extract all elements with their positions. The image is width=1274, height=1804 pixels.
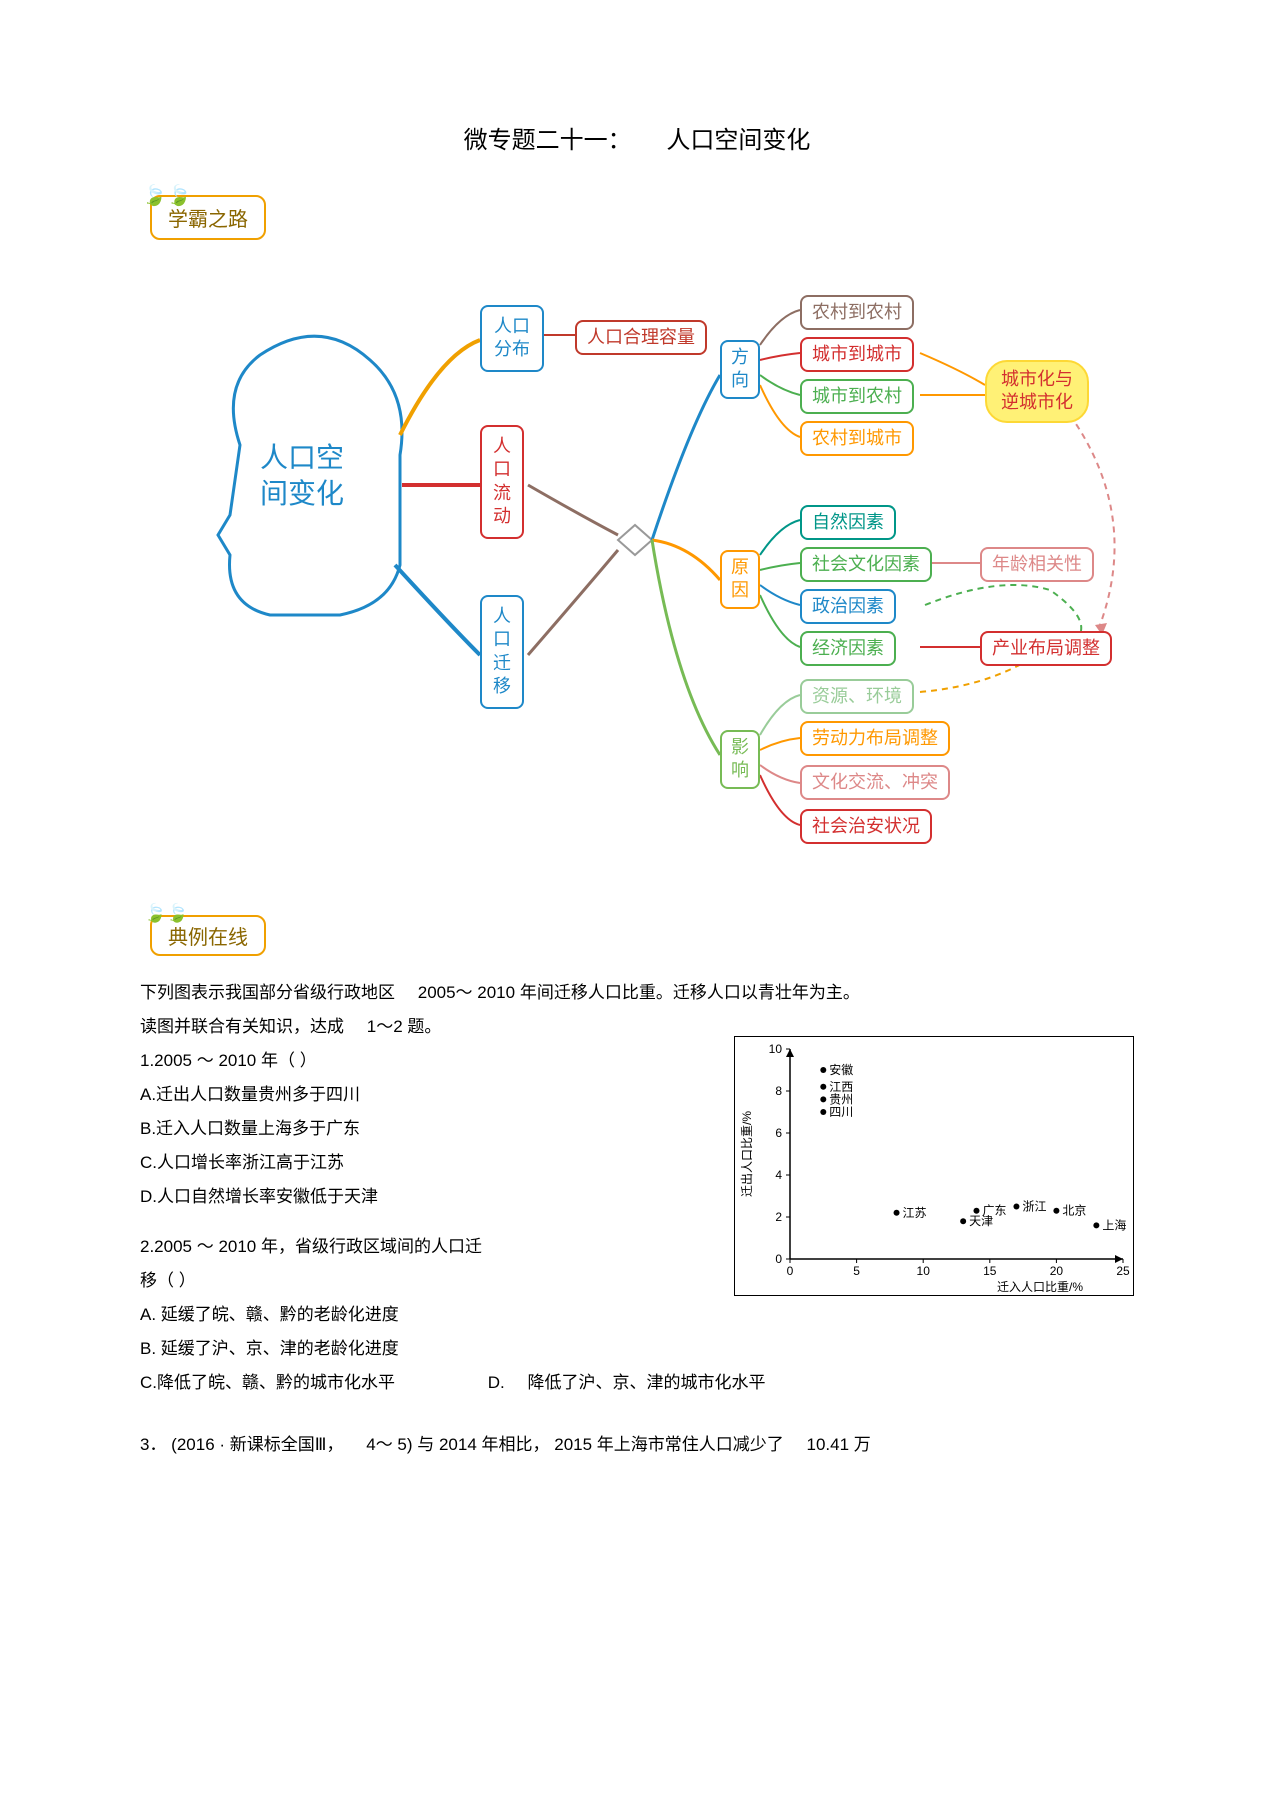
svg-text:10: 10 [769, 1042, 783, 1056]
mindmap-root: 人口空 间变化 [260, 440, 344, 513]
scatter-svg: 05101520250246810迁出人口比重/%迁入人口比重/%安徽江西贵州四… [735, 1037, 1135, 1297]
node-reason-0: 自然因素 [800, 505, 896, 540]
node-capacity: 人口合理容量 [575, 320, 707, 355]
node-migration: 人 口 迁 移 [480, 595, 524, 709]
node-impact-3: 社会治安状况 [800, 809, 932, 844]
node-impact-2: 文化交流、冲突 [800, 765, 950, 800]
svg-text:15: 15 [983, 1264, 997, 1278]
node-impact-0: 资源、环境 [800, 679, 914, 714]
svg-text:25: 25 [1116, 1264, 1130, 1278]
node-industry: 产业布局调整 [980, 631, 1112, 666]
badge-example: 🍃🍃 典例在线 [150, 915, 266, 956]
svg-text:迁入人口比重/%: 迁入人口比重/% [997, 1280, 1083, 1294]
node-reason-1: 社会文化因素 [800, 547, 932, 582]
svg-text:北京: 北京 [1062, 1204, 1086, 1218]
q2-B: B. 延缓了沪、京、津的老龄化进度 [140, 1332, 1134, 1366]
svg-text:6: 6 [775, 1126, 782, 1140]
svg-text:安徽: 安徽 [829, 1062, 853, 1077]
node-distribution: 人口 分布 [480, 305, 544, 372]
svg-text:浙江: 浙江 [1022, 1200, 1046, 1214]
node-age: 年龄相关性 [980, 547, 1094, 582]
node-urbanization: 城市化与 逆城市化 [985, 360, 1089, 423]
svg-text:0: 0 [775, 1252, 782, 1266]
mindmap-connectors [130, 185, 1144, 885]
svg-text:5: 5 [853, 1264, 860, 1278]
page-title: 微专题二十一： 人口空间变化 [130, 120, 1144, 155]
question-block: 下列图表示我国部分省级行政地区 2005～ 2010 年间迁移人口比重。迁移人口… [130, 976, 1144, 1462]
q2-CD: C.降低了皖、赣、黔的城市化水平 D. 降低了沪、京、津的城市化水平 [140, 1366, 1134, 1400]
scatter-chart: 05101520250246810迁出人口比重/%迁入人口比重/%安徽江西贵州四… [734, 1036, 1134, 1296]
q3-line: 3． (2016 · 新课标全国Ⅲ， 4～ 5) 与 2014 年相比， 201… [140, 1428, 1134, 1462]
title-right: 人口空间变化 [666, 120, 810, 155]
svg-text:8: 8 [775, 1084, 782, 1098]
node-impact-1: 劳动力布局调整 [800, 721, 950, 756]
svg-text:广东: 广东 [982, 1204, 1006, 1218]
q2-A: A. 延缓了皖、赣、黔的老龄化进度 [140, 1298, 1134, 1332]
leaf-icon: 🍃🍃 [144, 903, 189, 924]
node-reason-3: 经济因素 [800, 631, 896, 666]
node-dir-3: 农村到城市 [800, 421, 914, 456]
node-flow: 人 口 流 动 [480, 425, 524, 539]
svg-text:上海: 上海 [1102, 1217, 1126, 1232]
intro-line-1: 下列图表示我国部分省级行政地区 2005～ 2010 年间迁移人口比重。迁移人口… [140, 976, 1134, 1010]
svg-text:10: 10 [917, 1264, 931, 1278]
svg-text:四川: 四川 [829, 1105, 853, 1119]
svg-text:20: 20 [1050, 1264, 1064, 1278]
title-left: 微专题二十一： [464, 120, 632, 155]
svg-text:4: 4 [775, 1168, 782, 1182]
node-reason: 原 因 [720, 550, 760, 609]
node-reason-2: 政治因素 [800, 589, 896, 624]
mindmap-diagram: 🍃🍃 学霸之路 [130, 185, 1144, 885]
svg-text:2: 2 [775, 1210, 782, 1224]
node-impact: 影 响 [720, 730, 760, 789]
node-direction: 方 向 [720, 340, 760, 399]
node-dir-0: 农村到农村 [800, 295, 914, 330]
node-dir-1: 城市到城市 [800, 337, 914, 372]
svg-text:0: 0 [787, 1264, 794, 1278]
node-dir-2: 城市到农村 [800, 379, 914, 414]
badge-example-label: 典例在线 [168, 927, 248, 949]
svg-text:迁出人口比重/%: 迁出人口比重/% [740, 1111, 754, 1197]
svg-text:江苏: 江苏 [903, 1206, 927, 1220]
